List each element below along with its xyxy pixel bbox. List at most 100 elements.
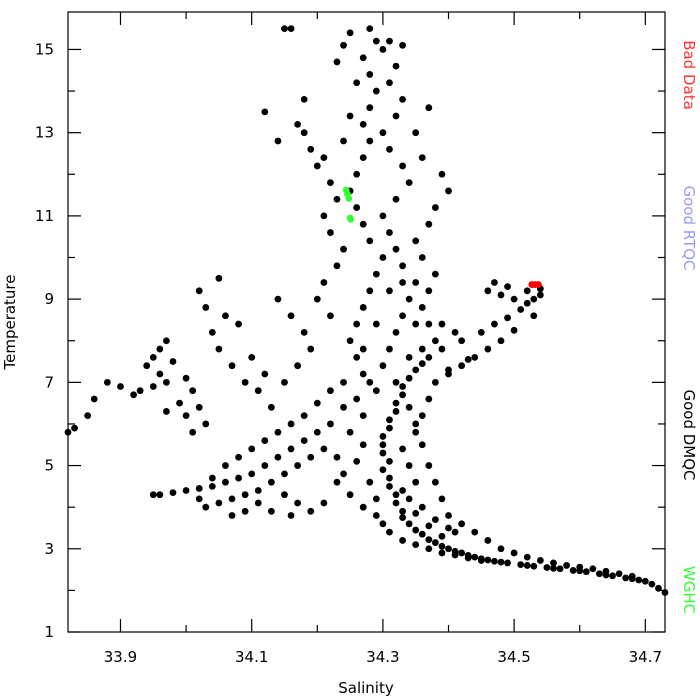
legend-entry-0: Bad Data [680, 40, 698, 110]
data-point-0-226 [300, 412, 308, 420]
data-point-0-274 [353, 458, 361, 465]
data-point-0-91 [379, 254, 387, 261]
legend-entry-3: WGHC [680, 566, 698, 614]
data-point-0-252 [143, 362, 151, 370]
data-point-0-292 [228, 512, 236, 519]
data-point-0-25 [379, 433, 387, 440]
data-point-0-176 [359, 345, 367, 353]
data-point-0-240 [235, 320, 242, 328]
data-point-0-93 [359, 220, 367, 228]
data-point-0-261 [84, 412, 92, 420]
data-point-0-119 [379, 129, 387, 137]
data-point-0-198 [222, 478, 229, 486]
data-point-0-63 [438, 532, 446, 540]
data-point-0-183 [497, 291, 505, 299]
data-point-0-51 [418, 530, 426, 538]
data-point-0-85 [353, 353, 361, 361]
data-point-0-120 [392, 112, 400, 120]
data-point-0-233 [228, 362, 236, 370]
data-point-0-223 [261, 437, 269, 444]
data-point-0-59 [392, 408, 400, 415]
data-point-0-80 [464, 356, 472, 363]
data-point-0-83 [510, 326, 518, 334]
data-point-0-204 [149, 491, 157, 499]
data-point-0-6 [582, 568, 590, 576]
data-point-0-33 [477, 329, 485, 336]
data-point-0-89 [366, 287, 374, 295]
data-point-0-311 [602, 567, 610, 575]
data-point-0-12 [504, 559, 511, 567]
data-point-0-302 [484, 537, 492, 544]
data-point-0-209 [307, 453, 315, 461]
data-point-0-225 [287, 420, 295, 428]
data-point-0-27 [392, 399, 400, 407]
data-point-0-214 [241, 491, 249, 499]
data-point-0-284 [320, 499, 328, 507]
data-point-0-30 [425, 353, 433, 361]
data-point-0-210 [294, 462, 302, 469]
data-point-0-288 [287, 512, 295, 519]
data-point-0-230 [267, 403, 275, 411]
data-point-0-104 [372, 37, 380, 45]
data-point-0-188 [523, 287, 531, 295]
data-point-0-322 [451, 551, 459, 559]
data-point-0-54 [392, 491, 400, 499]
data-point-0-149 [438, 170, 446, 178]
data-point-0-217 [202, 503, 210, 511]
data-point-0-181 [425, 320, 433, 328]
data-point-0-167 [471, 353, 479, 361]
data-point-0-309 [576, 563, 584, 571]
data-point-0-45 [497, 558, 505, 566]
data-point-0-159 [399, 41, 406, 49]
data-point-0-287 [281, 491, 288, 499]
data-point-0-17 [438, 542, 446, 550]
data-point-0-166 [458, 362, 466, 370]
data-point-0-186 [530, 312, 538, 320]
data-point-0-61 [405, 374, 413, 382]
data-point-0-193 [287, 445, 295, 453]
data-point-0-227 [313, 399, 321, 407]
data-point-0-229 [340, 378, 347, 386]
plot-area [68, 12, 665, 632]
data-point-0-315 [372, 512, 380, 519]
data-point-0-11 [517, 561, 525, 568]
data-point-0-153 [346, 29, 354, 37]
x-tick-label-0: 33.9 [104, 648, 137, 666]
data-point-0-163 [274, 137, 282, 145]
data-point-0-62 [418, 360, 426, 368]
data-point-0-237 [202, 304, 210, 311]
data-point-0-57 [379, 441, 387, 449]
data-point-0-213 [254, 487, 262, 494]
data-point-0-43 [550, 564, 557, 572]
data-point-0-147 [431, 204, 439, 211]
data-point-0-67 [418, 503, 426, 511]
data-point-0-194 [274, 453, 282, 461]
data-point-0-55 [386, 474, 393, 482]
data-point-0-137 [294, 120, 302, 128]
data-point-0-123 [392, 62, 400, 70]
data-point-0-155 [333, 58, 341, 66]
data-point-0-164 [261, 108, 269, 116]
data-point-0-310 [589, 565, 597, 573]
data-point-0-298 [438, 495, 446, 503]
x-tick-label-3: 34.5 [497, 648, 530, 666]
data-point-0-317 [386, 528, 393, 536]
data-point-0-60 [399, 391, 406, 399]
data-point-0-221 [235, 453, 242, 461]
data-point-0-136 [300, 129, 308, 137]
data-point-0-78 [431, 378, 439, 386]
data-point-0-122 [386, 79, 393, 87]
data-point-0-21 [392, 499, 400, 507]
data-point-0-139 [340, 137, 347, 145]
data-point-0-31 [438, 345, 446, 353]
data-point-2-4 [347, 215, 355, 223]
data-point-0-92 [366, 237, 374, 245]
data-point-2-2 [345, 195, 353, 202]
data-point-0-244 [287, 312, 295, 320]
data-point-0-71 [399, 487, 406, 494]
data-point-0-169 [438, 320, 446, 328]
y-tick-label-4: 9 [44, 290, 54, 308]
data-point-0-255 [149, 383, 157, 390]
data-point-0-182 [484, 287, 492, 295]
data-point-0-161 [281, 25, 288, 33]
